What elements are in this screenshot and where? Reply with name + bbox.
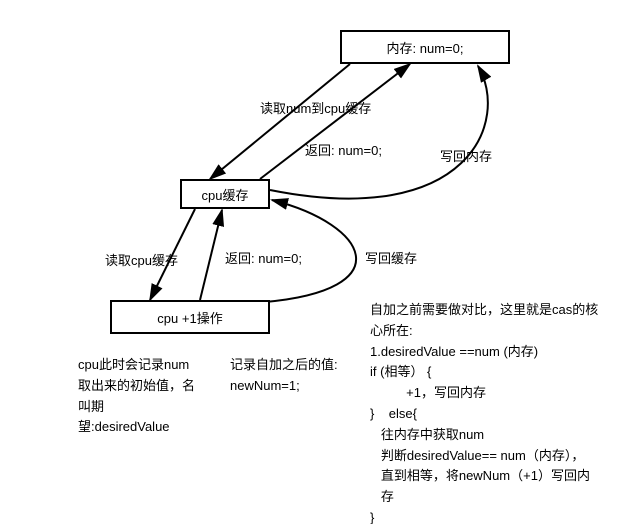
memory-label: 内存: num=0; [387, 38, 464, 57]
edge-return2: 返回: num=0; [225, 248, 302, 267]
right-note: 自加之前需要做对比，这里就是cas的核心所在:1.desiredValue ==… [370, 300, 630, 524]
cpu-box: cpu +1操作 [110, 300, 270, 334]
edge-read-to-cache: 读取num到cpu缓存 [260, 98, 371, 117]
middle-note: 记录自加之后的值:newNum=1; [230, 355, 370, 397]
left-note: cpu此时会记录num取出来的初始值，名叫期望:desiredValue [78, 355, 228, 438]
edge-return1: 返回: num=0; [305, 140, 382, 159]
cpu-label: cpu +1操作 [157, 308, 222, 327]
cache-box: cpu缓存 [180, 179, 270, 209]
edge-writeback-cache: 写回缓存 [365, 248, 417, 267]
edge-read-cache: 读取cpu缓存 [105, 250, 178, 269]
edge-writeback-mem: 写回内存 [440, 146, 492, 165]
cache-label: cpu缓存 [202, 185, 249, 204]
memory-box: 内存: num=0; [340, 30, 510, 64]
